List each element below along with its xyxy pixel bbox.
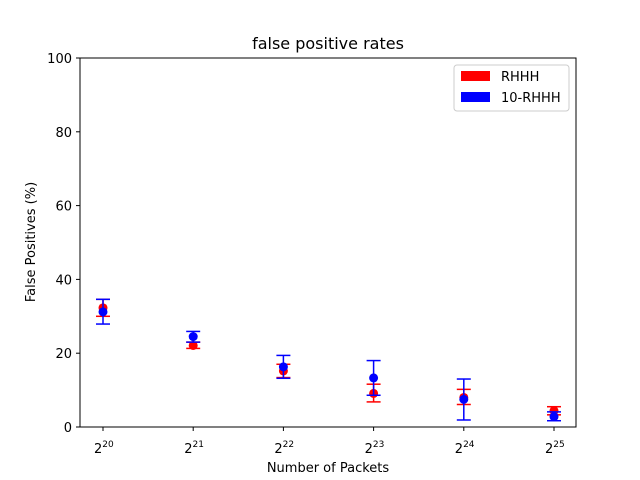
x-tick-label: 222 — [274, 440, 294, 457]
data-point — [188, 332, 198, 342]
legend-swatch-rhhh — [461, 71, 490, 81]
data-point — [549, 412, 559, 422]
x-axis: 220 221 222 223 224 225 — [94, 427, 565, 457]
x-axis-label: Number of Packets — [267, 461, 390, 476]
data-series — [96, 298, 561, 422]
legend-label-rhhh: RHHH — [501, 70, 539, 85]
legend-label-10-rhhh: 10-RHHH — [501, 91, 561, 106]
data-point — [459, 394, 469, 404]
series-rhhh — [96, 298, 561, 416]
y-tick-label: 60 — [55, 200, 72, 215]
x-tick-label: 224 — [455, 440, 475, 457]
y-axis-label: False Positives (%) — [24, 182, 39, 302]
data-point — [278, 362, 288, 372]
y-tick-label: 40 — [55, 273, 72, 288]
y-axis: 0 20 40 60 80 100 — [47, 52, 80, 436]
x-tick-label: 221 — [184, 440, 204, 457]
legend: RHHH 10-RHHH — [453, 64, 570, 112]
legend-swatch-10-rhhh — [461, 92, 490, 102]
y-tick-label: 80 — [55, 126, 72, 141]
y-tick-label: 0 — [64, 421, 72, 436]
data-point — [188, 340, 198, 350]
series-10-rhhh — [96, 298, 561, 422]
y-tick-label: 20 — [55, 347, 72, 362]
data-point — [369, 373, 379, 383]
x-tick-label: 225 — [545, 440, 565, 457]
x-tick-label: 220 — [94, 440, 114, 457]
y-tick-label: 100 — [47, 52, 72, 67]
x-tick-label: 223 — [365, 440, 385, 457]
data-point — [98, 307, 108, 317]
chart-title: false positive rates — [252, 34, 404, 53]
plot-frame — [79, 57, 577, 428]
